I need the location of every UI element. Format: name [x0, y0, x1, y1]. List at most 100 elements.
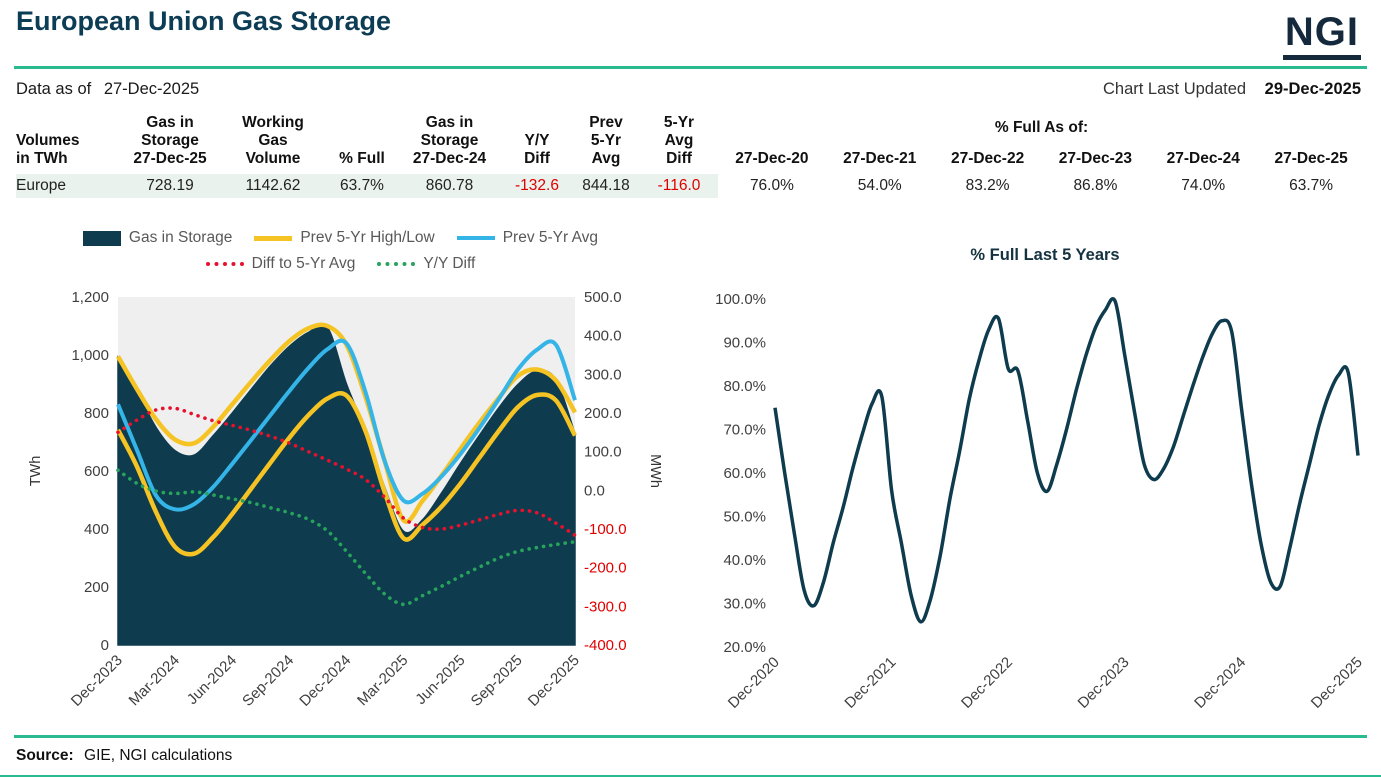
footer-divider — [14, 735, 1367, 738]
storage-chart: 0 200 400 600 800 1,000 1,200 500.0 400.0 300.0 20… — [28, 289, 663, 710]
pct-date-1: 27-Dec-21 — [843, 150, 917, 167]
svg-text:Mar-2024: Mar-2024 — [126, 652, 183, 709]
pct-full-as-of-label: % Full As of: — [994, 119, 1089, 136]
col-header-5yr-avg-diff: 5-Yr Avg Diff — [663, 114, 695, 167]
svg-text:20.0%: 20.0% — [723, 639, 766, 656]
svg-text:Dec-2025: Dec-2025 — [1308, 654, 1366, 712]
legend-item-yy-diff: Y/Y Diff — [377, 254, 475, 274]
svg-text:100.0: 100.0 — [584, 444, 622, 461]
svg-text:1,200: 1,200 — [71, 289, 109, 306]
pct-full-chart-title: % Full Last 5 Years — [970, 246, 1120, 264]
pct-date-5: 27-Dec-25 — [1274, 150, 1348, 167]
data-as-of-label: Data as of — [16, 80, 92, 98]
prev-5yr-avg-swatch-icon — [456, 236, 495, 240]
svg-text:Dec-2021: Dec-2021 — [841, 654, 899, 712]
svg-text:Jun-2024: Jun-2024 — [184, 652, 240, 708]
bottom-divider — [0, 775, 1381, 777]
source-note: Source: GIE, NGI calculations — [16, 747, 232, 765]
svg-text:-100.0: -100.0 — [584, 521, 627, 538]
last-updated-label: Chart Last Updated — [1102, 80, 1247, 98]
svg-text:Dec-2023: Dec-2023 — [1075, 654, 1133, 712]
col-header-prev-5yr-avg: Prev 5-Yr Avg — [589, 114, 623, 167]
svg-text:0: 0 — [101, 637, 109, 654]
svg-text:MWh: MWh — [647, 454, 663, 488]
svg-text:30.0%: 30.0% — [723, 596, 766, 613]
svg-text:Dec-2024: Dec-2024 — [1191, 654, 1249, 712]
pct-date-4: 27-Dec-24 — [1166, 150, 1240, 167]
legend-item-gas-in-storage: Gas in Storage — [82, 228, 233, 248]
chart-last-updated: Chart Last Updated 29-Dec-2025 — [1103, 80, 1361, 99]
svg-text:400.0: 400.0 — [584, 328, 622, 345]
col-header-yy-diff: Y/Y Diff — [524, 132, 550, 167]
value-pct-full: 63.7% — [327, 174, 397, 198]
value-gas-in-storage-prev: 860.78 — [397, 174, 502, 198]
storage-chart-legend: Gas in Storage Prev 5-Yr High/Low Prev 5… — [18, 228, 663, 280]
svg-text:Dec-2024: Dec-2024 — [296, 652, 354, 710]
svg-text:80.0%: 80.0% — [723, 378, 766, 395]
source-label: Source: — [16, 747, 74, 764]
legend-item-prev-5yr-highlow: Prev 5-Yr High/Low — [254, 228, 435, 248]
legend-label: Diff to 5-Yr Avg — [251, 255, 356, 272]
ngi-logo: NGI — [1282, 10, 1361, 60]
source-value: GIE, NGI calculations — [84, 747, 233, 764]
pct-date-0: 27-Dec-20 — [735, 150, 809, 167]
col-header-pct-full: % Full — [339, 150, 385, 167]
gas-in-storage-swatch-icon — [82, 230, 121, 246]
svg-text:600: 600 — [84, 463, 109, 480]
svg-text:0.0: 0.0 — [584, 482, 605, 499]
legend-label: Y/Y Diff — [423, 255, 476, 272]
svg-text:Mar-2025: Mar-2025 — [354, 652, 411, 709]
svg-text:Dec-2020: Dec-2020 — [725, 654, 783, 712]
svg-text:Sep-2025: Sep-2025 — [468, 652, 526, 710]
last-updated-value: 29-Dec-2025 — [1264, 80, 1361, 98]
legend-label: Prev 5-Yr High/Low — [300, 229, 435, 246]
svg-text:500.0: 500.0 — [584, 289, 622, 306]
svg-text:Dec-2023: Dec-2023 — [68, 652, 126, 710]
page-title: European Union Gas Storage — [16, 6, 392, 36]
value-5yr-avg-diff: -116.0 — [640, 174, 718, 198]
svg-text:-200.0: -200.0 — [584, 560, 627, 577]
svg-text:800: 800 — [84, 405, 109, 422]
col-header-working-gas: Working Gas Volume — [242, 114, 304, 167]
col-header-volumes: Volumes in TWh — [16, 132, 80, 167]
legend-item-diff-to-5yr-avg: Diff to 5-Yr Avg — [205, 254, 356, 274]
pct-full-chart: 20.0% 30.0% 40.0% 50.0% 60.0% 70.0% 80.0% 90.0%… — [715, 291, 1366, 712]
value-prev-5yr-avg: 844.18 — [572, 174, 640, 198]
svg-text:200: 200 — [84, 579, 109, 596]
legend-label: Prev 5-Yr Avg — [502, 229, 599, 246]
col-header-gas-in-storage: Gas in Storage 27-Dec-25 — [133, 114, 207, 167]
legend-item-prev-5yr-avg: Prev 5-Yr Avg — [456, 228, 599, 248]
svg-text:100.0%: 100.0% — [715, 291, 766, 308]
svg-text:Dec-2022: Dec-2022 — [958, 654, 1016, 712]
data-as-of-value: 27-Dec-2025 — [103, 80, 200, 98]
svg-text:TWh: TWh — [28, 456, 44, 487]
svg-text:1,000: 1,000 — [71, 347, 109, 364]
svg-text:Jun-2025: Jun-2025 — [412, 652, 468, 708]
value-pct-2020: 76.0% — [749, 177, 794, 194]
col-header-gas-in-storage-prev: Gas in Storage 27-Dec-24 — [412, 114, 487, 167]
svg-text:-400.0: -400.0 — [584, 637, 627, 654]
prev-5yr-highlow-swatch-icon — [254, 235, 293, 241]
pct-date-2: 27-Dec-22 — [950, 150, 1025, 167]
storage-summary-table: Volumes in TWh Gas in Storage 27-Dec-25 … — [16, 114, 1365, 198]
yy-diff-swatch-icon — [377, 262, 416, 266]
data-as-of: Data as of 27-Dec-2025 — [16, 80, 199, 99]
legend-label: Gas in Storage — [128, 229, 233, 246]
pct-date-3: 27-Dec-23 — [1058, 150, 1133, 167]
svg-text:200.0: 200.0 — [584, 405, 622, 422]
svg-text:Dec-2025: Dec-2025 — [525, 652, 583, 710]
value-yy-diff: -132.6 — [502, 174, 572, 198]
value-pct-2022: 83.2% — [965, 177, 1010, 194]
value-working-gas: 1142.62 — [219, 174, 327, 198]
svg-text:300.0: 300.0 — [584, 366, 622, 383]
svg-text:Sep-2024: Sep-2024 — [239, 652, 297, 710]
svg-text:70.0%: 70.0% — [723, 422, 766, 439]
header-divider — [14, 66, 1367, 69]
row-region: Europe — [16, 174, 121, 198]
svg-text:90.0%: 90.0% — [723, 335, 766, 352]
svg-text:40.0%: 40.0% — [723, 552, 766, 569]
value-pct-2024: 74.0% — [1181, 177, 1226, 194]
diff-to-5yr-avg-swatch-icon — [205, 262, 244, 266]
svg-text:50.0%: 50.0% — [723, 509, 766, 526]
